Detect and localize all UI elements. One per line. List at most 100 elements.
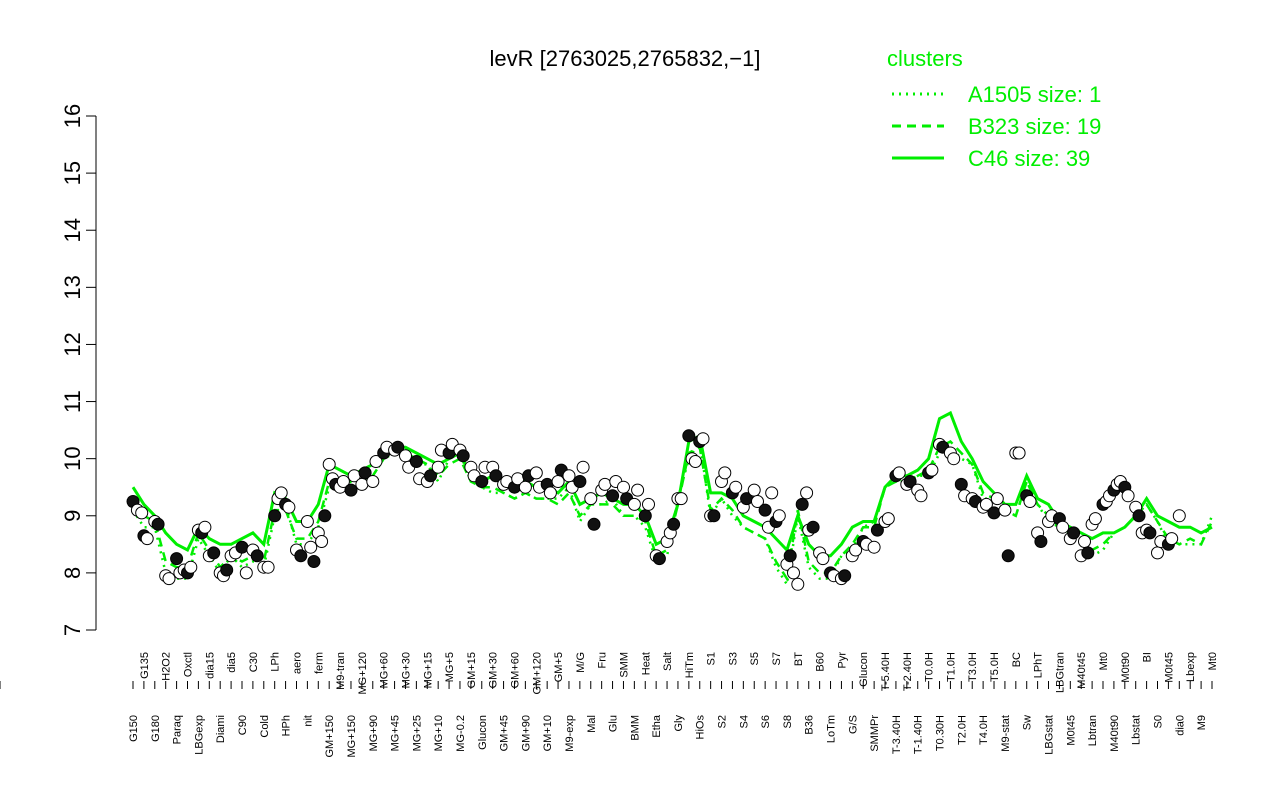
x-tick-label: Mt0 bbox=[1098, 652, 1110, 670]
data-point bbox=[772, 509, 786, 523]
x-tick-label: S2 bbox=[717, 715, 729, 728]
x-tick-label: LoTm bbox=[826, 715, 838, 743]
data-point bbox=[1143, 526, 1157, 540]
x-tick-label: SMMPr bbox=[869, 715, 881, 752]
data-point bbox=[787, 566, 800, 580]
x-tick-label: Mal bbox=[586, 715, 598, 733]
x-tick-label: MG+25 bbox=[411, 715, 423, 751]
data-point bbox=[1067, 526, 1081, 540]
y-tick-label: 11 bbox=[60, 390, 85, 413]
x-tick-label: Lbexp bbox=[1185, 652, 1197, 682]
data-point bbox=[1132, 509, 1146, 523]
data-point bbox=[1121, 489, 1135, 503]
x-tick-label: Fru bbox=[597, 652, 609, 669]
x-tick-label: BMM bbox=[629, 715, 641, 741]
x-tick-label: C30 bbox=[248, 652, 260, 672]
data-point bbox=[355, 477, 369, 491]
data-point bbox=[304, 540, 318, 554]
x-tick-label: M40t45 bbox=[1076, 652, 1088, 689]
x-tick-label: Glu bbox=[608, 715, 620, 732]
x-tick-label: T-5.40H bbox=[880, 652, 892, 691]
data-point bbox=[1088, 512, 1102, 526]
x-tick-label: Pyr bbox=[836, 652, 848, 669]
x-tick-label: HiTm bbox=[684, 652, 696, 678]
y-tick-label: 16 bbox=[60, 104, 85, 128]
data-point bbox=[584, 492, 598, 506]
data-point bbox=[682, 429, 696, 443]
x-tick-label: SMM bbox=[619, 652, 631, 678]
x-tick-label: MG+90 bbox=[368, 715, 380, 751]
data-point bbox=[282, 500, 296, 514]
x-tick-label: Sw bbox=[1022, 715, 1034, 730]
x-tick-label: S8 bbox=[782, 715, 794, 728]
data-point bbox=[529, 466, 543, 480]
data-point bbox=[707, 509, 721, 523]
x-tick-label: HPh bbox=[281, 715, 293, 736]
x-tick-label: M0t45 bbox=[1163, 652, 1175, 683]
x-tick-label: T-3.40H bbox=[891, 715, 903, 754]
data-point bbox=[268, 509, 282, 523]
data-point bbox=[518, 480, 532, 494]
x-tick-label: MG+150 bbox=[346, 715, 358, 758]
data-point bbox=[652, 552, 666, 566]
x-tick-label: LBGstat bbox=[1044, 715, 1056, 755]
x-tick-label: T2.0H bbox=[956, 715, 968, 745]
legend-label: A1505 size: 1 bbox=[968, 82, 1101, 107]
data-point bbox=[783, 549, 797, 563]
data-point bbox=[250, 549, 264, 563]
x-tick-label: G180 bbox=[150, 715, 162, 742]
x-tick-label: M/G bbox=[575, 652, 587, 673]
x-tick-label: B36 bbox=[804, 715, 816, 735]
x-tick-label: M40t90 bbox=[1109, 715, 1121, 752]
y-tick-label: 8 bbox=[60, 567, 85, 579]
y-tick-label: 9 bbox=[60, 510, 85, 522]
data-point bbox=[261, 560, 275, 574]
data-point bbox=[151, 517, 165, 531]
x-tick-label: Gly bbox=[673, 715, 685, 732]
x-tick-label: T0.0H bbox=[924, 652, 936, 682]
x-tick-label: Paraq bbox=[172, 715, 184, 744]
x-tick-label: GM+5 bbox=[553, 652, 565, 682]
x-tick-label: G135 bbox=[139, 652, 151, 679]
data-point bbox=[140, 532, 154, 546]
data-point bbox=[424, 469, 437, 483]
data-point bbox=[543, 486, 557, 500]
x-tick-label: Lbtran bbox=[1087, 715, 1099, 746]
x-tick-label: M0t45 bbox=[1065, 715, 1077, 746]
data-point bbox=[184, 560, 198, 574]
x-tick-label: GM+45 bbox=[499, 715, 511, 751]
data-point bbox=[925, 463, 939, 477]
x-tick-label: LPh bbox=[270, 652, 282, 672]
x-tick-label: Cold bbox=[259, 715, 271, 738]
data-point bbox=[336, 475, 350, 488]
data-point bbox=[987, 506, 1001, 520]
x-tick-label: Heat bbox=[640, 652, 652, 675]
data-point bbox=[366, 475, 380, 488]
plot-points bbox=[126, 429, 1186, 591]
data-point bbox=[1151, 546, 1164, 560]
x-tick-label: S3 bbox=[727, 652, 739, 665]
data-point bbox=[300, 515, 314, 528]
x-tick-label: T5.0H bbox=[989, 652, 1001, 682]
x-tick-label: Lbstat bbox=[1131, 715, 1143, 745]
x-tick-label: MG-0.2 bbox=[455, 715, 467, 752]
x-axis: G150 G135 G180 H2O2 Paraq Oxctl LBGexp dia15 Dia… bbox=[0, 652, 1219, 758]
data-point bbox=[638, 509, 652, 523]
data-point bbox=[409, 455, 423, 468]
x-tick-label: T-1.40H bbox=[913, 715, 925, 754]
data-point bbox=[800, 486, 814, 500]
x-tick-label: T-2.40H bbox=[902, 652, 914, 691]
x-tick-label: LPhT bbox=[1033, 652, 1045, 679]
x-tick-label: Diami bbox=[215, 715, 227, 743]
x-tick-label: S0 bbox=[1153, 715, 1165, 728]
x-tick-label: T4.0H bbox=[978, 715, 990, 745]
x-tick-label: M9-exp bbox=[564, 715, 576, 752]
data-point bbox=[696, 432, 710, 446]
data-point bbox=[1165, 532, 1179, 546]
x-tick-label: GM+10 bbox=[542, 715, 554, 751]
x-tick-label: S1 bbox=[706, 652, 718, 665]
data-point bbox=[758, 503, 772, 517]
data-point bbox=[642, 497, 655, 511]
x-tick-label: dia15 bbox=[204, 652, 216, 679]
